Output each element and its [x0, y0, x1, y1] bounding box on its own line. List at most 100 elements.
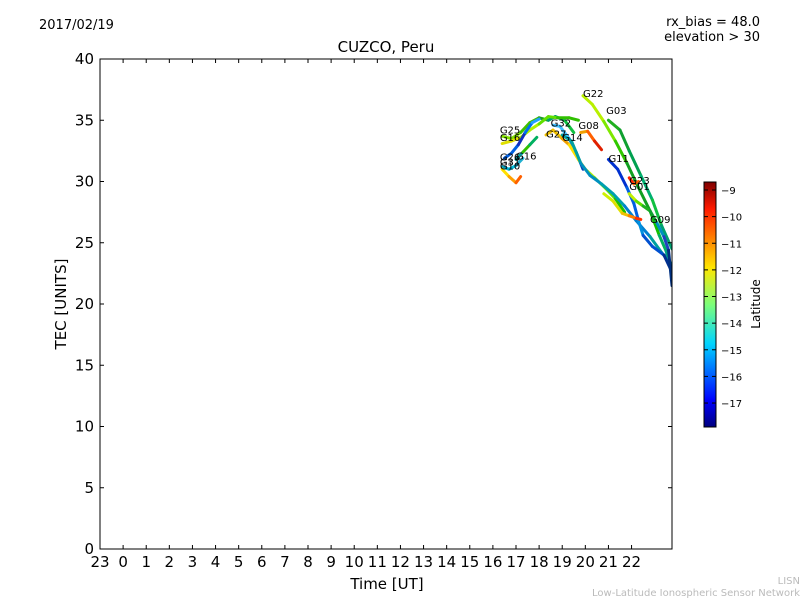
y-axis-label: TEC [UNITS] — [52, 259, 70, 351]
colorbar-label: Latitude — [749, 279, 763, 328]
x-tick-label: 12 — [391, 553, 410, 571]
series-label-g08: G08 — [578, 121, 598, 132]
series-label-g23: G23 — [629, 176, 649, 187]
x-axis-label: Time [UT] — [349, 575, 423, 593]
x-tick-label: 10 — [345, 553, 364, 571]
credit-lisn: LISN — [777, 576, 800, 587]
x-tick-label: 4 — [211, 553, 221, 571]
series-segment — [600, 182, 615, 196]
series-segment — [606, 157, 620, 171]
series-label-g14: G14 — [562, 133, 582, 144]
series-segment — [627, 149, 643, 177]
series-segment — [611, 192, 627, 208]
series-segment — [507, 175, 518, 185]
colorbar-tick-label: −15 — [721, 346, 742, 357]
series-segment — [528, 135, 539, 147]
series-segment — [650, 198, 664, 228]
series-label-g26: G26 — [500, 153, 520, 164]
series-segment — [558, 124, 571, 141]
series-segment — [636, 219, 645, 237]
series-segment — [636, 186, 652, 213]
series-segment — [567, 116, 580, 122]
series-segment — [588, 173, 604, 186]
colorbar-tick-label: −10 — [721, 213, 742, 224]
series-segment — [519, 121, 532, 134]
y-tick-label: 15 — [75, 356, 94, 374]
series-segment — [528, 122, 541, 132]
series-segment — [516, 131, 527, 147]
colorbar-tick-label: −16 — [721, 372, 742, 383]
series-segment — [627, 192, 638, 203]
series-segment — [606, 118, 622, 132]
series-segment — [602, 192, 615, 203]
x-tick-label: 21 — [599, 553, 618, 571]
series-segment — [655, 221, 666, 239]
series-segment — [634, 216, 643, 221]
x-axis: 23 0 1 2 3 4 5 6 7 8 9 10 11 12 13 14 15 16 17 18 19 20 21 22 — [90, 59, 641, 571]
series-segment — [500, 134, 513, 141]
series-segment — [537, 115, 550, 126]
series-segment — [657, 233, 668, 253]
series-label-g09: G09 — [650, 215, 670, 226]
series-segment — [590, 102, 606, 123]
series-segment — [509, 131, 523, 141]
series-segment — [560, 137, 571, 147]
series-segment — [500, 139, 513, 146]
colorbar-tick-label: −11 — [721, 239, 742, 250]
series-segment — [586, 129, 597, 143]
series-label-g32: G32 — [551, 118, 571, 129]
series-segment — [551, 128, 564, 141]
x-tick-label: 0 — [118, 553, 128, 571]
series-g16-line — [500, 115, 580, 146]
series-label-g11: G11 — [608, 154, 628, 165]
series-segment — [521, 143, 532, 154]
colorbar-tick-label: −12 — [721, 266, 742, 277]
y-tick-label: 35 — [75, 111, 94, 129]
y-tick-label: 20 — [75, 295, 94, 313]
series-g01-line — [602, 192, 643, 221]
x-tick-label: 18 — [530, 553, 549, 571]
series-g08-line — [579, 129, 604, 152]
series-label-g16: G16 — [516, 151, 536, 162]
series-g26-line — [502, 117, 541, 160]
x-tick-label: 20 — [576, 553, 595, 571]
series-label-g10: G10 — [500, 161, 520, 172]
y-axis: 0 5 10 15 20 25 30 35 40 — [75, 50, 672, 558]
y-tick-label: 10 — [75, 418, 94, 436]
x-tick-label: 3 — [188, 553, 198, 571]
series-segment — [593, 139, 604, 152]
series-segment — [560, 133, 573, 143]
y-tick-label: 5 — [84, 479, 94, 497]
x-tick-label: 9 — [326, 553, 336, 571]
colorbar-tick-label: −13 — [721, 293, 742, 304]
series-segment — [581, 94, 594, 106]
elevation-label: elevation > 30 — [664, 30, 760, 45]
colorbar-tick-label: −9 — [721, 186, 736, 197]
series-segment — [650, 244, 666, 257]
x-tick-label: 6 — [257, 553, 267, 571]
series-segment — [569, 139, 583, 165]
y-tick-label: 40 — [75, 50, 94, 68]
series-segment — [500, 167, 511, 179]
x-tick-label: 19 — [553, 553, 572, 571]
series-label-g31: G31 — [500, 158, 520, 169]
series-segment — [602, 119, 617, 143]
series-segment — [563, 118, 576, 134]
series-g31-line — [500, 167, 523, 185]
series-segment — [546, 115, 560, 120]
latitude-colorbar: Latitude −9 −10 −11 −12 −13 −14 −15 −16 −17 — [703, 181, 763, 428]
y-tick-label: 0 — [84, 540, 94, 558]
series-segment — [509, 143, 520, 155]
x-tick-label: 11 — [368, 553, 387, 571]
x-tick-label: 2 — [165, 553, 175, 571]
x-tick-label: 15 — [460, 553, 479, 571]
series-segment — [579, 161, 592, 177]
series-label-g16: G16 — [500, 133, 520, 144]
x-tick-label: 5 — [234, 553, 244, 571]
y-tick-label: 25 — [75, 234, 94, 252]
series-g10-line — [500, 156, 525, 171]
x-tick-label: 8 — [303, 553, 313, 571]
series-segment — [509, 135, 523, 143]
series-g16-line — [514, 135, 539, 161]
series-segment — [616, 167, 629, 190]
